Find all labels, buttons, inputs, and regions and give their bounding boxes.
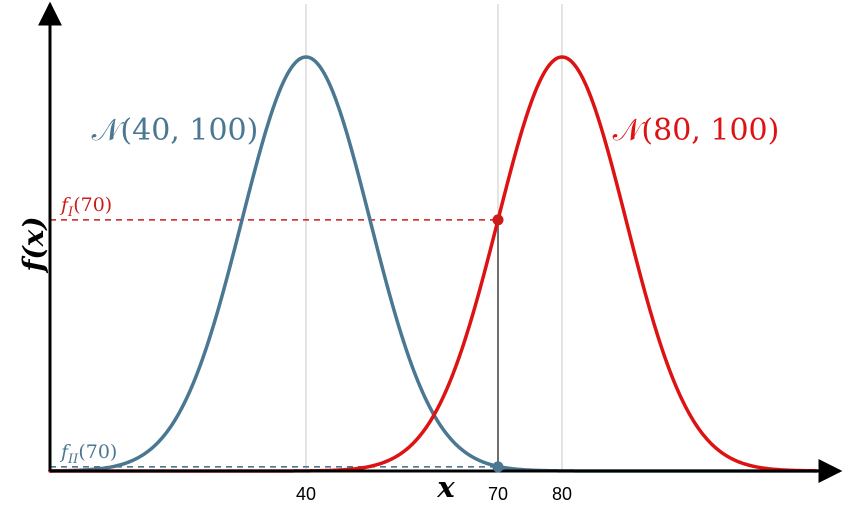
annotation-1-point <box>492 214 504 226</box>
series-2-label: 𝒩(80, 100) <box>613 113 780 148</box>
ticks-layer: 40 70 80 <box>296 484 572 504</box>
x-tick-label-40: 40 <box>296 484 316 504</box>
x-tick-label-70: 70 <box>488 484 508 504</box>
x-axis-label: x <box>436 470 455 504</box>
x-tick-label-80: 80 <box>552 484 572 504</box>
annotation-2-point <box>492 461 504 473</box>
annotation-2-label: fII(70) <box>59 441 117 467</box>
y-axis-label: f(x) <box>17 216 50 273</box>
gridlines-layer <box>305 4 563 471</box>
labels-layer: fI(70) fII(70) 𝒩(40, 100) 𝒩(80, 100) <box>59 113 779 467</box>
annotation-1-label: fI(70) <box>59 194 112 220</box>
annotation-guides-layer <box>50 219 499 468</box>
points-layer <box>492 214 504 473</box>
series-1-label: 𝒩(40, 100) <box>92 113 259 148</box>
